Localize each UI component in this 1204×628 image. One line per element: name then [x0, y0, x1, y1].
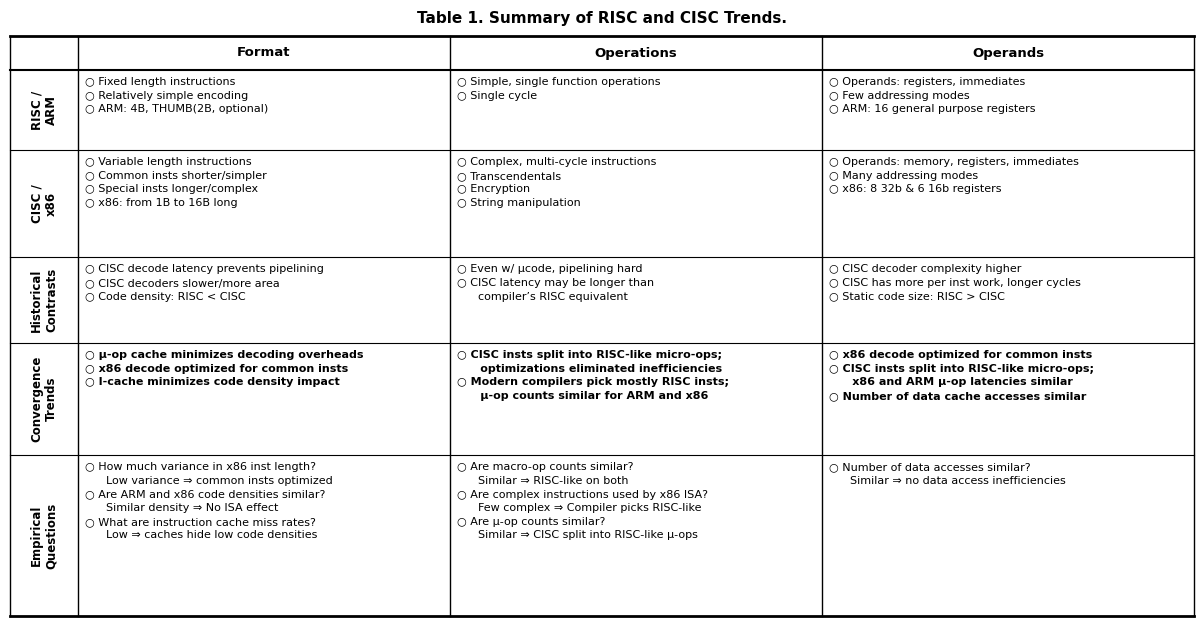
- Text: ○ Fixed length instructions
○ Relatively simple encoding
○ ARM: 4B, THUMB(2B, op: ○ Fixed length instructions ○ Relatively…: [85, 77, 268, 114]
- Text: ○ Operands: memory, registers, immediates
○ Many addressing modes
○ x86: 8 32b &: ○ Operands: memory, registers, immediate…: [830, 157, 1079, 195]
- Text: ○ How much variance in x86 inst length?
      Low variance ⇒ common insts optimi: ○ How much variance in x86 inst length? …: [85, 462, 332, 541]
- Text: ○ CISC decoder complexity higher
○ CISC has more per inst work, longer cycles
○ : ○ CISC decoder complexity higher ○ CISC …: [830, 264, 1081, 301]
- Text: ○ Simple, single function operations
○ Single cycle: ○ Simple, single function operations ○ S…: [458, 77, 661, 100]
- Text: ○ μ-op cache minimizes decoding overheads
○ x86 decode optimized for common inst: ○ μ-op cache minimizes decoding overhead…: [85, 350, 364, 387]
- Text: Table 1. Summary of RISC and CISC Trends.: Table 1. Summary of RISC and CISC Trends…: [417, 11, 787, 26]
- Text: Historical
Contrasts: Historical Contrasts: [30, 268, 58, 332]
- Text: CISC /
x86: CISC / x86: [30, 185, 58, 223]
- Text: ○ CISC insts split into RISC-like micro-ops;
      optimizations eliminated inef: ○ CISC insts split into RISC-like micro-…: [458, 350, 728, 401]
- Text: ○ Operands: registers, immediates
○ Few addressing modes
○ ARM: 16 general purpo: ○ Operands: registers, immediates ○ Few …: [830, 77, 1035, 114]
- Text: ○ Even w/ μcode, pipelining hard
○ CISC latency may be longer than
      compile: ○ Even w/ μcode, pipelining hard ○ CISC …: [458, 264, 654, 301]
- Text: ○ Complex, multi-cycle instructions
○ Transcendentals
○ Encryption
○ String mani: ○ Complex, multi-cycle instructions ○ Tr…: [458, 157, 656, 208]
- Text: ○ Number of data accesses similar?
      Similar ⇒ no data access inefficiencies: ○ Number of data accesses similar? Simil…: [830, 462, 1066, 486]
- Text: ○ CISC decode latency prevents pipelining
○ CISC decoders slower/more area
○ Cod: ○ CISC decode latency prevents pipelinin…: [85, 264, 324, 301]
- Text: Format: Format: [237, 46, 290, 60]
- Text: ○ Variable length instructions
○ Common insts shorter/simpler
○ Special insts lo: ○ Variable length instructions ○ Common …: [85, 157, 267, 208]
- Text: ○ Are macro-op counts similar?
      Similar ⇒ RISC-like on both
○ Are complex i: ○ Are macro-op counts similar? Similar ⇒…: [458, 462, 708, 541]
- Text: Operations: Operations: [595, 46, 678, 60]
- Text: Convergence
Trends: Convergence Trends: [30, 356, 58, 442]
- Text: Operands: Operands: [972, 46, 1044, 60]
- Text: Empirical
Questions: Empirical Questions: [30, 502, 58, 569]
- Text: ○ x86 decode optimized for common insts
○ CISC insts split into RISC-like micro-: ○ x86 decode optimized for common insts …: [830, 350, 1094, 401]
- Text: RISC /
ARM: RISC / ARM: [30, 90, 58, 130]
